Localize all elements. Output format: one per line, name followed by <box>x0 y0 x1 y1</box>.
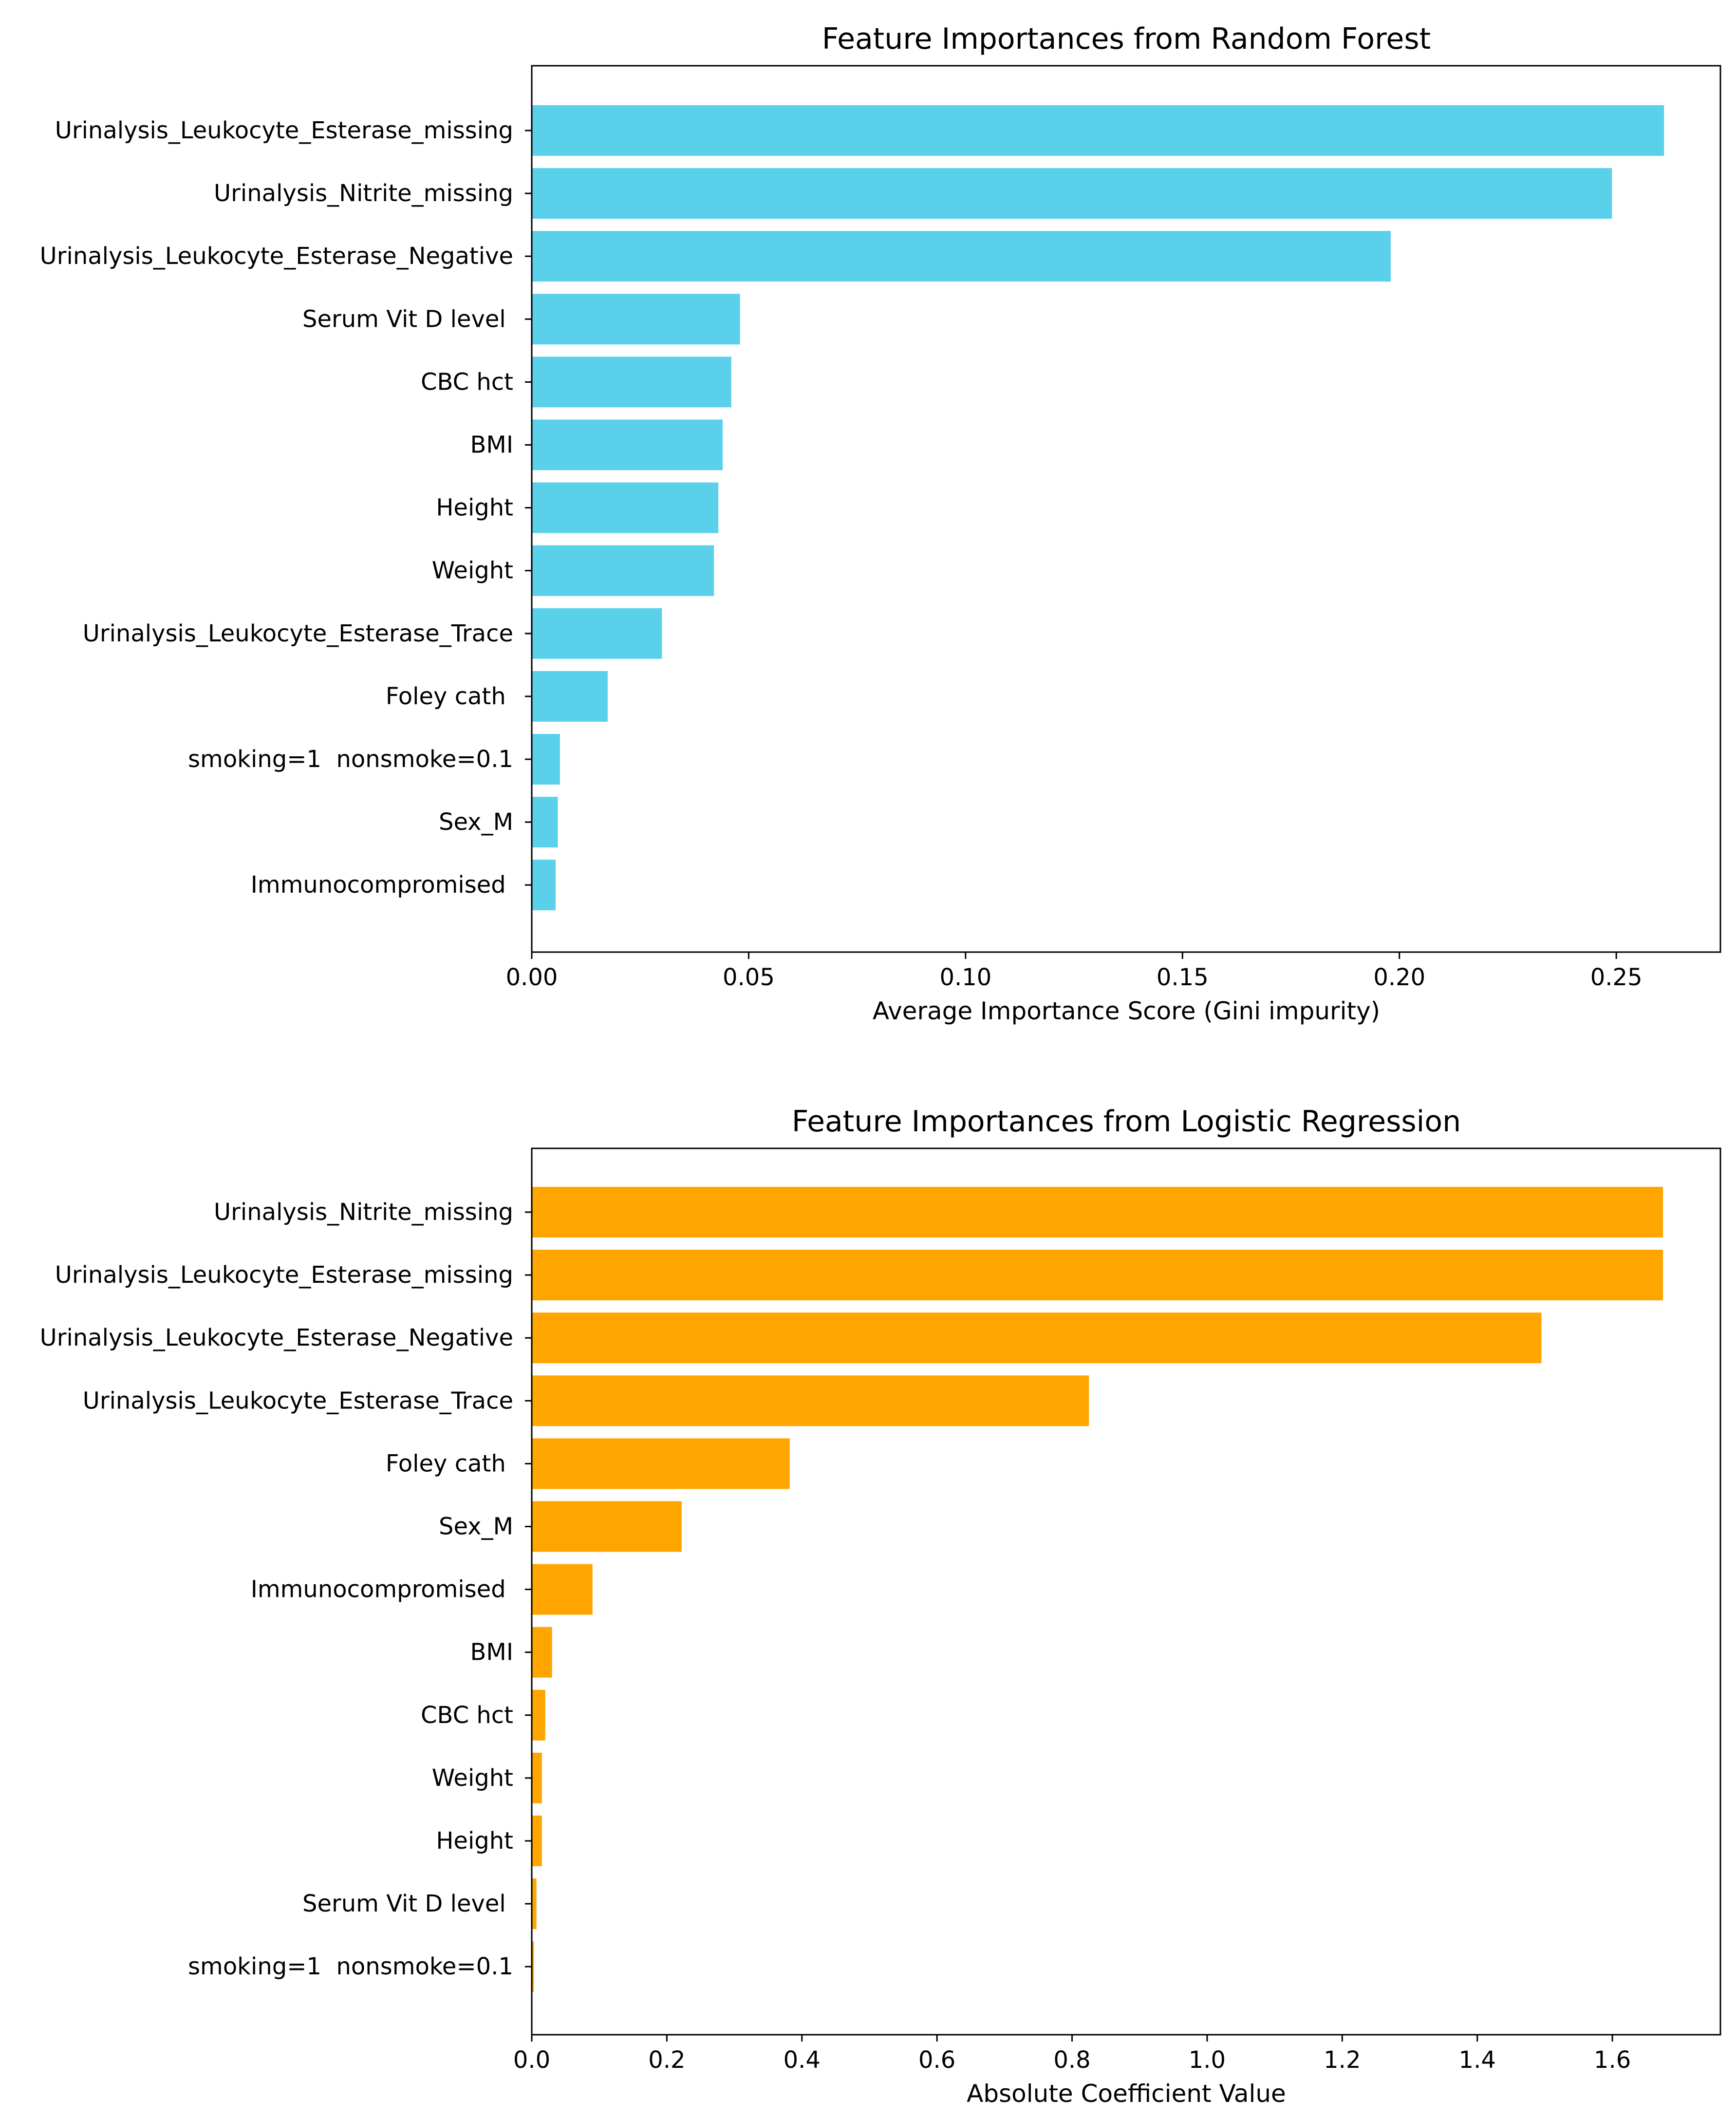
x-tick-label: 0.15 <box>1157 964 1209 991</box>
y-tick-label: Serum Vit D level <box>302 1890 513 1917</box>
x-tick-label: 0.2 <box>648 2046 685 2074</box>
bar <box>532 1689 545 1741</box>
x-axis-label: Absolute Coefficient Value <box>967 2080 1286 2108</box>
y-tick-label: Sex_M <box>439 808 513 836</box>
x-tick-label: 0.10 <box>939 964 991 991</box>
bar <box>532 734 560 785</box>
bar <box>532 1501 682 1552</box>
y-tick-label: Weight <box>432 1764 513 1792</box>
bar <box>532 1878 537 1930</box>
y-tick-label: Urinalysis_Leukocyte_Esterase_missing <box>55 1261 513 1289</box>
bar <box>532 168 1612 219</box>
bar <box>532 1187 1663 1237</box>
y-tick-label: Height <box>436 1827 513 1855</box>
y-tick-label: Urinalysis_Nitrite_missing <box>214 180 513 207</box>
y-tick-label: Urinalysis_Leukocyte_Esterase_missing <box>55 117 513 144</box>
y-tick-label: CBC hct <box>421 368 513 395</box>
y-tick-label: Urinalysis_Nitrite_missing <box>214 1199 513 1226</box>
plot-frame <box>531 1147 1721 2036</box>
bar <box>532 1438 790 1489</box>
y-tick-label: Sex_M <box>439 1513 513 1540</box>
bar <box>532 356 731 408</box>
y-tick-label: Height <box>436 494 513 522</box>
x-tick-label: 0.05 <box>723 964 775 991</box>
y-tick-label: Weight <box>432 557 513 584</box>
y-tick-label: Immunocompromised <box>251 1576 513 1603</box>
y-axis: Urinalysis_Leukocyte_Esterase_missing Uri… <box>40 117 532 899</box>
bar-group <box>532 1187 1663 1992</box>
bar <box>532 105 1664 156</box>
bar <box>532 1752 542 1803</box>
bar <box>532 1312 1542 1364</box>
chart-random-forest: Feature Importances from Random Forest U… <box>40 22 1721 1025</box>
x-axis: 0.0 0.2 0.4 0.6 0.8 1.0 1.2 1.4 1.6 <box>513 2035 1631 2074</box>
x-tick-label: 0.6 <box>918 2046 955 2074</box>
x-tick-label: 0.00 <box>506 964 558 991</box>
y-tick-label: BMI <box>470 1639 514 1666</box>
x-tick-label: 1.0 <box>1189 2046 1226 2074</box>
x-axis-label: Average Importance Score (Gini impurity) <box>873 997 1380 1025</box>
bar <box>532 1627 552 1678</box>
bar <box>532 797 558 848</box>
y-tick-label: BMI <box>470 431 514 459</box>
bar <box>532 545 714 596</box>
bar <box>532 1564 593 1615</box>
bar <box>532 671 608 722</box>
x-tick-label: 0.0 <box>513 2046 550 2074</box>
y-tick-label: CBC hct <box>421 1702 513 1729</box>
y-tick-label: Urinalysis_Leukocyte_Esterase_Trace <box>83 1387 513 1414</box>
y-tick-label: Serum Vit D level <box>302 305 513 333</box>
y-tick-label: smoking=1 nonsmoke=0.1 <box>188 1953 513 1980</box>
y-tick-label: smoking=1 nonsmoke=0.1 <box>188 746 513 773</box>
chart-logistic-regression: Feature Importances from Logistic Regres… <box>40 1105 1721 2108</box>
x-tick-label: 1.6 <box>1594 2046 1631 2074</box>
x-tick-label: 0.25 <box>1590 964 1643 991</box>
bar <box>532 1816 542 1866</box>
bar <box>532 1375 1089 1426</box>
bar <box>532 231 1391 282</box>
y-tick-label: Foley cath <box>386 1450 513 1477</box>
bar <box>532 419 723 470</box>
y-tick-label: Immunocompromised <box>251 871 513 899</box>
x-tick-label: 0.4 <box>784 2046 821 2074</box>
bar <box>532 860 556 911</box>
y-tick-label: Foley cath <box>386 683 513 710</box>
y-tick-label: Urinalysis_Leukocyte_Esterase_Trace <box>83 620 513 647</box>
x-tick-label: 0.20 <box>1373 964 1425 991</box>
y-axis: Urinalysis_Nitrite_missing Urinalysis_Leu… <box>40 1199 532 1980</box>
x-tick-label: 0.8 <box>1053 2046 1090 2074</box>
chart-title: Feature Importances from Random Forest <box>822 22 1431 56</box>
bar <box>532 608 662 659</box>
bar <box>532 1941 534 1992</box>
x-axis: 0.00 0.05 0.10 0.15 0.20 0.25 <box>506 952 1643 991</box>
bar-group <box>532 105 1664 911</box>
y-tick-label: Urinalysis_Leukocyte_Esterase_Negative <box>40 1324 513 1351</box>
bar <box>532 1250 1663 1301</box>
x-tick-label: 1.4 <box>1459 2046 1496 2074</box>
bar <box>532 482 719 533</box>
bar <box>532 294 740 345</box>
x-tick-label: 1.2 <box>1324 2046 1361 2074</box>
plot-frame <box>531 65 1721 953</box>
chart-title: Feature Importances from Logistic Regres… <box>792 1105 1461 1139</box>
y-tick-label: Urinalysis_Leukocyte_Esterase_Negative <box>40 243 513 270</box>
